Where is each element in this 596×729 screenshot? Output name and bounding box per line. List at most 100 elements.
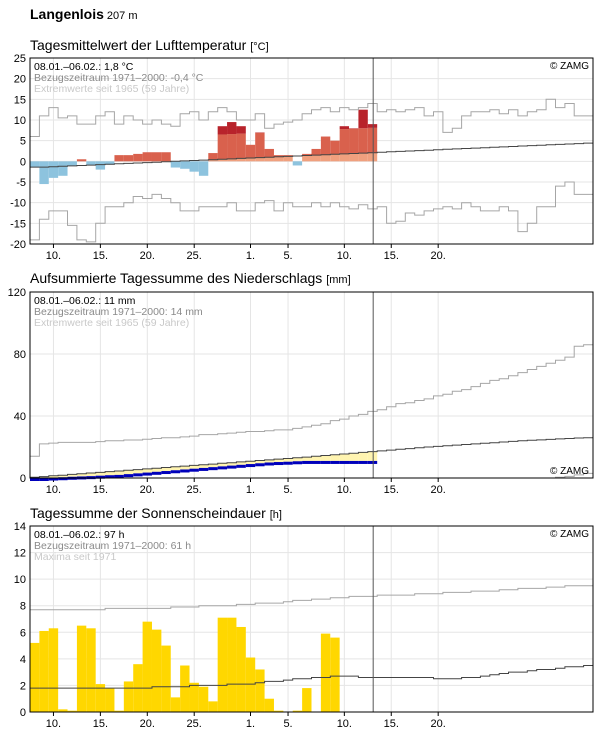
temp-frame — [29, 57, 594, 245]
precip-deficit-area — [180, 466, 190, 470]
temp-y-tick-label: -10 — [10, 198, 26, 210]
temp-bar-base — [227, 158, 237, 162]
precip-deficit-area — [133, 469, 143, 474]
precip-deficit-area — [76, 473, 87, 477]
temp-bar-above-normal — [76, 159, 87, 162]
precip-cumulative-step — [58, 477, 68, 481]
temp-bar-above-normal — [208, 153, 218, 160]
temp-bar-above-normal — [302, 153, 312, 156]
temp-y-tick-label: -15 — [10, 218, 26, 230]
sunshine-bar — [76, 625, 87, 712]
sunshine-bar — [48, 628, 59, 712]
precip-deficit-area — [198, 464, 209, 468]
precip-cumulative-step — [236, 464, 246, 468]
temp-bar-base — [302, 155, 312, 162]
precip-cumulative-step — [180, 469, 190, 473]
temp-bar-above-normal — [330, 140, 340, 155]
sunshine-bar — [86, 628, 96, 712]
precip-normal-line — [30, 437, 593, 478]
sunshine-bar — [67, 710, 77, 712]
temp-y-tick-label: 15 — [14, 94, 26, 106]
precip-x-tick-label: 10. — [337, 484, 352, 496]
temp-x-tick-label: 10. — [46, 250, 61, 262]
temp-bar-cold — [189, 161, 199, 172]
sun-x-tick-label: 10. — [337, 718, 352, 729]
precip-cumulative-step — [208, 467, 218, 471]
precip-deficit-area — [236, 461, 246, 465]
precip-deficit-area — [227, 462, 237, 466]
sunshine-bar — [302, 688, 312, 712]
sunshine-bar — [123, 681, 134, 712]
temp-bar-base — [217, 159, 228, 162]
temp-bar-above-normal — [320, 136, 331, 155]
sun-legend-1: 08.01.–06.02.: 97 h — [34, 529, 125, 541]
precip-deficit-area — [170, 466, 181, 471]
sunshine-bar — [320, 633, 331, 712]
temp-bar-above-normal — [349, 128, 359, 154]
precip-cumulative-step — [302, 460, 312, 464]
precip-cumulative-step — [30, 478, 40, 481]
sunshine-bar — [227, 617, 237, 712]
temp-bar-base — [320, 154, 331, 162]
precip-x-tick-label: 1. — [246, 484, 255, 496]
precip-deficit-area — [217, 463, 228, 467]
sunshine-bar — [198, 686, 209, 712]
temp-bar-cold — [39, 161, 49, 185]
precip-y-tick-label: 120 — [8, 287, 26, 299]
temp-bar-above-normal — [311, 148, 321, 156]
sun-x-tick-label: 20. — [431, 718, 446, 729]
precip-title-text: Aufsummierte Tagessumme des Niederschlag… — [30, 270, 323, 286]
temp-bar-above-normal — [114, 155, 124, 162]
precip-deficit-area — [358, 452, 368, 461]
sun-x-tick-label: 15. — [384, 718, 399, 729]
sunshine-bar — [208, 701, 218, 712]
temperature-title-text: Tagesmittelwert der Lufttemperatur — [30, 37, 247, 53]
temp-bar-cold — [292, 161, 303, 166]
precip-cumulative-step — [39, 478, 49, 481]
sunshine-max-line — [30, 585, 593, 611]
precip-cumulative-step — [283, 461, 293, 465]
station-name: Langenlois — [30, 6, 104, 22]
temp-bar-extreme — [339, 126, 350, 130]
precip-y-tick-label: 0 — [20, 473, 26, 485]
precip-x-tick-label: 25. — [187, 484, 202, 496]
precip-cumulative-step — [123, 474, 134, 478]
temp-bar-base — [349, 153, 359, 162]
temp-y-tick-label: -20 — [10, 239, 26, 251]
temp-max-line — [30, 98, 593, 137]
temp-bar-above-normal — [283, 155, 293, 157]
precip-deficit-area — [292, 457, 303, 462]
precip-deficit-area — [208, 464, 218, 468]
precip-cumulative-step — [105, 475, 115, 479]
precip-deficit-area — [273, 459, 284, 463]
precip-x-tick-label: 5. — [283, 484, 292, 496]
temp-bar-cold — [198, 161, 209, 176]
temp-bar-above-normal — [358, 128, 368, 154]
temp-bar-base — [311, 155, 321, 162]
precip-deficit-area — [151, 468, 162, 472]
precip-cumulative-step — [114, 474, 124, 478]
temp-x-tick-label: 15. — [93, 250, 108, 262]
sunshine-bar — [151, 629, 162, 712]
sunshine-bar — [180, 665, 190, 712]
precip-deficit-area — [245, 461, 256, 465]
sun-x-tick-label: 15. — [93, 718, 108, 729]
temp-bar-extreme — [217, 126, 228, 135]
precip-cumulative-step — [311, 460, 321, 464]
sun-frame — [29, 525, 594, 713]
precip-cumulative-step — [198, 467, 209, 471]
temp-y-tick-label: 0 — [20, 156, 26, 168]
precip-cumulative-step — [255, 463, 265, 467]
sun-x-tick-label: 20. — [140, 718, 155, 729]
precip-x-tick-label: 15. — [93, 484, 108, 496]
sun-x-tick-label: 5. — [283, 718, 292, 729]
temp-bar-above-normal — [273, 155, 284, 157]
temp-bar-cold — [58, 161, 68, 176]
precip-max-line — [30, 344, 593, 457]
precip-deficit-area — [311, 456, 321, 461]
precip-cumulative-step — [151, 471, 162, 475]
precip-y-tick-label: 80 — [14, 349, 26, 361]
temp-y-tick-label: 5 — [20, 136, 26, 148]
sun-y-tick-label: 10 — [14, 574, 26, 586]
